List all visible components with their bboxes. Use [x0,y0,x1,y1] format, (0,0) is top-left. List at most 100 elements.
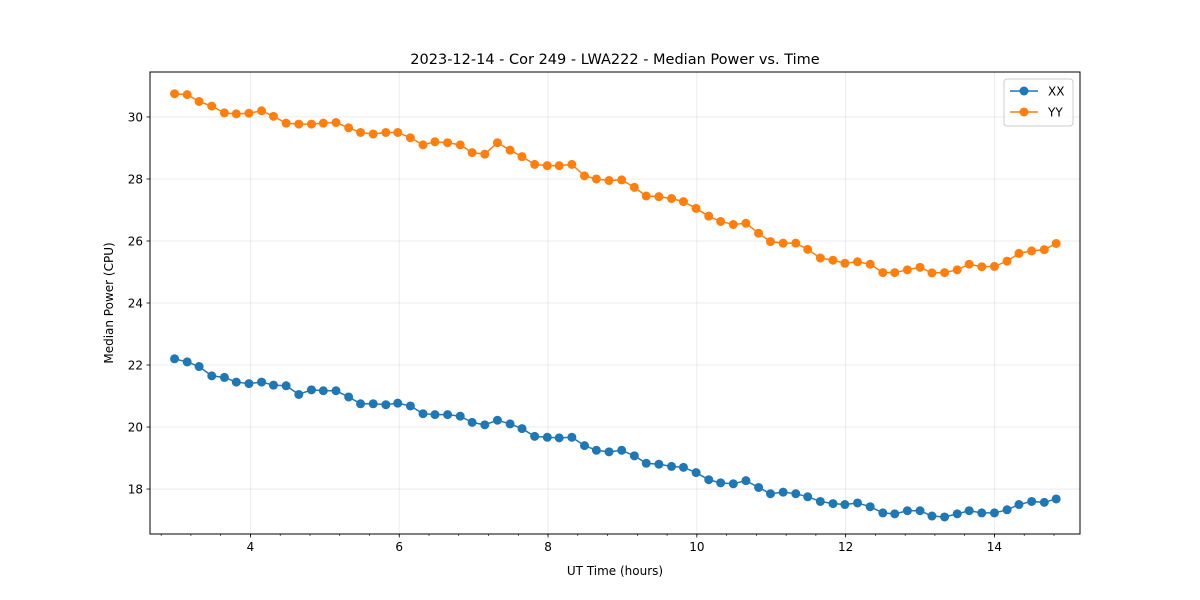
data-point-yy [964,259,974,269]
data-point-xx [902,506,912,516]
data-point-xx [182,357,192,367]
data-point-xx [306,385,316,395]
data-point-yy [741,218,751,228]
data-point-xx [1027,496,1037,506]
data-point-yy [803,244,813,254]
data-point-yy [517,152,527,162]
data-point-xx [244,379,254,389]
data-point-yy [654,192,664,202]
y-tick-label: 20 [128,421,143,435]
data-point-xx [517,424,527,434]
data-point-yy [952,265,962,275]
data-point-yy [393,127,403,137]
data-point-xx [194,362,204,372]
data-point-yy [629,182,639,192]
data-point-xx [492,415,502,425]
data-point-xx [828,499,838,509]
data-point-yy [828,255,838,265]
data-point-yy [430,137,440,147]
data-point-yy [754,228,764,238]
data-point-yy [530,159,540,169]
data-point-yy [281,118,291,128]
data-point-yy [381,127,391,137]
data-point-yy [356,127,366,137]
data-point-yy [269,111,278,121]
data-point-xx [667,461,677,471]
data-point-xx [915,506,925,516]
y-tick-label: 30 [128,110,143,124]
series-group [170,89,1061,522]
data-point-yy [580,171,589,181]
data-point-yy [778,238,788,248]
x-tick-label: 10 [689,540,704,554]
data-point-yy [927,268,937,278]
data-point-yy [418,140,428,150]
data-point-xx [791,489,801,499]
y-axis-label: Median Power (CPU) [102,242,116,363]
grid [150,72,1080,534]
data-point-yy [1039,245,1049,255]
data-point-xx [890,509,900,519]
data-point-xx [1002,505,1012,515]
data-point-xx [716,478,726,488]
data-point-xx [580,441,589,451]
data-point-yy [678,197,688,207]
data-point-xx [405,401,415,411]
data-point-xx [467,417,477,427]
data-point-xx [505,419,515,429]
y-tick-label: 22 [128,359,143,373]
data-point-yy [480,149,490,159]
y-tick-label: 24 [128,297,143,311]
legend: XX YY [1003,78,1074,127]
data-point-xx [1039,497,1049,507]
data-point-yy [716,216,726,226]
data-point-xx [368,399,378,409]
data-point-xx [989,508,999,518]
data-point-xx [977,508,987,518]
data-point-xx [480,420,490,430]
data-point-xx [231,377,241,387]
data-point-xx [1051,494,1061,504]
data-point-yy [815,253,825,263]
data-point-yy [641,191,651,201]
data-point-yy [344,123,354,133]
data-point-xx [356,399,366,409]
data-point-xx [455,411,465,421]
data-point-yy [231,109,241,119]
data-point-xx [257,377,267,387]
x-tick-label: 4 [247,540,255,554]
x-tick-label: 12 [838,540,853,554]
legend-label-xx: XX [1048,85,1064,99]
data-point-yy [704,211,714,221]
data-point-xx [418,409,428,419]
data-point-xx [430,410,440,420]
data-point-xx [530,431,540,441]
data-point-xx [219,372,229,382]
data-point-yy [294,119,304,129]
data-point-xx [542,432,552,442]
data-point-xx [269,380,278,390]
data-point-xx [591,445,601,455]
data-point-xx [170,354,180,364]
data-point-xx [381,400,391,410]
data-point-xx [728,479,738,489]
data-point-yy [940,268,950,278]
x-axis-label: UT Time (hours) [567,564,663,578]
data-point-yy [617,175,627,185]
data-point-yy [989,261,999,271]
data-point-yy [604,176,614,186]
data-point-yy [1002,256,1012,266]
data-point-yy [405,133,415,143]
data-point-yy [505,145,515,155]
data-point-yy [728,220,738,230]
data-point-yy [591,174,601,184]
legend-marker-yy [1019,107,1029,117]
data-point-yy [219,108,229,118]
data-point-xx [678,462,688,472]
data-point-xx [927,511,937,521]
data-point-xx [281,381,291,391]
data-point-xx [207,371,217,381]
data-point-yy [1027,246,1037,256]
x-tick-label: 14 [987,540,1002,554]
data-point-yy [170,89,180,99]
